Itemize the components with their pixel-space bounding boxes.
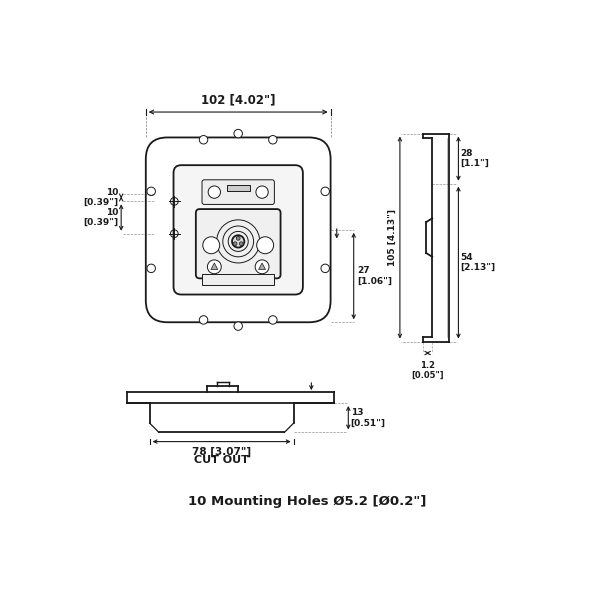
Circle shape — [234, 130, 242, 138]
Circle shape — [199, 136, 208, 144]
Circle shape — [236, 236, 240, 240]
Polygon shape — [211, 263, 218, 269]
Circle shape — [239, 242, 243, 245]
Circle shape — [147, 264, 155, 272]
Bar — [202, 274, 274, 284]
Text: 13
[0.51"]: 13 [0.51"] — [350, 408, 386, 427]
FancyBboxPatch shape — [173, 165, 303, 295]
Text: 10 Mounting Holes Ø5.2 [Ø0.2"]: 10 Mounting Holes Ø5.2 [Ø0.2"] — [188, 495, 427, 508]
Circle shape — [203, 237, 220, 254]
Text: 78 [3.07"]: 78 [3.07"] — [192, 447, 251, 457]
Circle shape — [199, 316, 208, 324]
Text: 54
[2.13"]: 54 [2.13"] — [461, 253, 496, 272]
Text: CUT OUT: CUT OUT — [194, 455, 249, 464]
Circle shape — [255, 260, 269, 274]
Circle shape — [147, 187, 155, 196]
Text: 10
[0.39"]: 10 [0.39"] — [84, 208, 119, 227]
Circle shape — [257, 237, 274, 254]
Text: 28
[1.1"]: 28 [1.1"] — [461, 149, 490, 169]
Circle shape — [256, 186, 268, 198]
Circle shape — [232, 235, 244, 248]
Circle shape — [269, 136, 277, 144]
Text: 1.2
[0.05"]: 1.2 [0.05"] — [412, 361, 444, 380]
FancyBboxPatch shape — [202, 180, 274, 205]
Circle shape — [208, 260, 221, 274]
Text: 10
[0.39"]: 10 [0.39"] — [84, 188, 119, 207]
Text: 27
[1.06"]: 27 [1.06"] — [357, 266, 392, 286]
FancyBboxPatch shape — [196, 209, 281, 278]
Text: 105 [4.13"]: 105 [4.13"] — [388, 209, 397, 266]
FancyBboxPatch shape — [146, 137, 331, 322]
Circle shape — [321, 264, 329, 272]
Bar — [227, 185, 250, 191]
Text: 102 [4.02"]: 102 [4.02"] — [201, 94, 275, 107]
Polygon shape — [259, 263, 266, 269]
Circle shape — [208, 186, 220, 198]
Circle shape — [233, 242, 237, 245]
Circle shape — [321, 187, 329, 196]
Circle shape — [234, 322, 242, 331]
Circle shape — [269, 316, 277, 324]
